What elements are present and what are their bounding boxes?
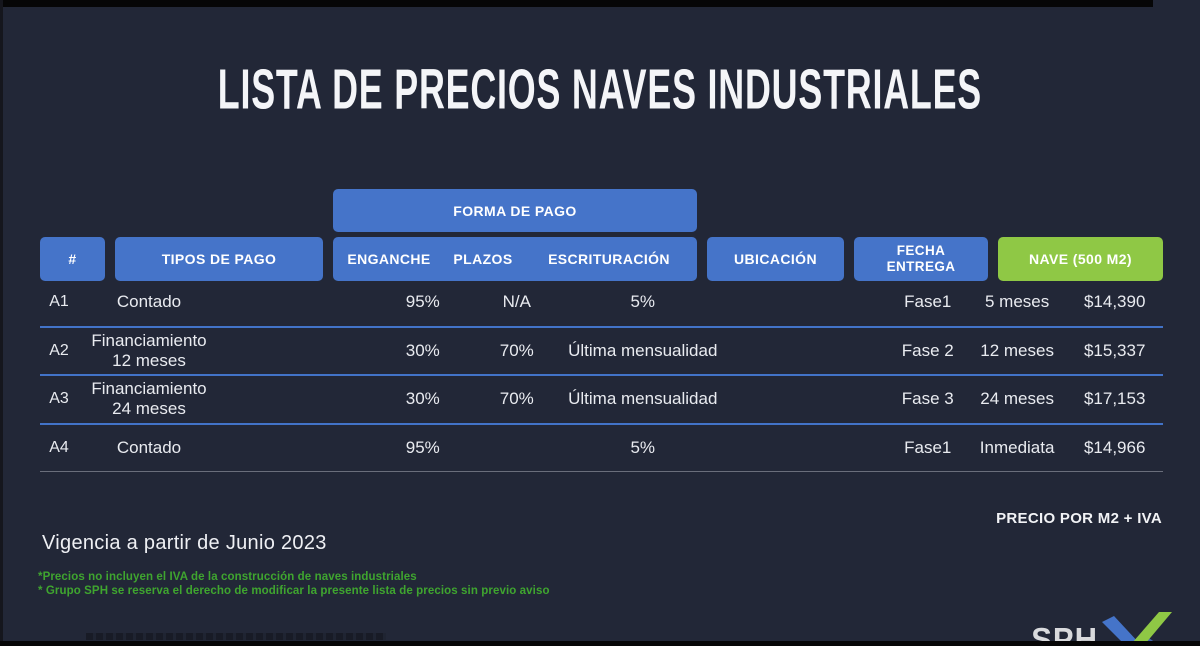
left-edge-strip [0, 0, 3, 646]
cell-precio: $14,390 [1083, 292, 1146, 312]
validity-note: Vigencia a partir de Junio 2023 [42, 532, 327, 554]
cell-enganche: 30% [405, 389, 440, 409]
footnote-disclaimer: * Grupo SPH se reserva el derecho de mod… [38, 585, 550, 597]
column-header-plazos: PLAZOS [453, 251, 513, 267]
cell-enganche: 30% [405, 340, 440, 360]
cell-plazos: 70% [499, 340, 534, 360]
cell-fecha-entrega: 5 meses [984, 292, 1050, 312]
cell-tipo-de-pago: Financiamiento 12 meses [91, 330, 207, 370]
cell-enganche: 95% [405, 437, 440, 457]
column-header-num: # [40, 237, 105, 281]
column-header-nave-500m2: NAVE (500 M2) [998, 237, 1163, 281]
column-header-tipos-de-pago: TIPOS DE PAGO [115, 237, 323, 281]
cell-escrituracion: Última mensualidad [568, 340, 718, 360]
cell-id: A1 [49, 293, 69, 311]
page-title-text: LISTA DE PRECIOS NAVES INDUSTRIALES [217, 57, 983, 121]
cell-precio: $17,153 [1083, 389, 1146, 409]
cell-ubicacion: Fase1 [904, 292, 952, 312]
bottom-chrome-bar [0, 641, 1200, 646]
cell-escrituracion: 5% [630, 437, 656, 457]
top-chrome-bar [0, 0, 1153, 7]
table-row: A4 Contado 95% 5% Fase1 Inmediata $14,96… [40, 425, 1163, 472]
table-row: A1 Contado 95% N/A 5% Fase1 5 meses $14,… [40, 279, 1163, 328]
cell-precio: $15,337 [1083, 340, 1146, 360]
sph-logo: SPH [1031, 610, 1172, 646]
table-row: A2 Financiamiento 12 meses 30% 70% Últim… [40, 328, 1163, 376]
faint-footer-watermark [86, 633, 386, 640]
column-header-fecha-entrega: FECHA ENTREGA [854, 237, 988, 281]
column-header-enganche: ENGANCHE [347, 251, 431, 267]
cell-ubicacion: Fase1 [904, 437, 952, 457]
cell-escrituracion: Última mensualidad [568, 389, 718, 409]
group-header-label: FORMA DE PAGO [453, 202, 577, 219]
group-header-forma-de-pago: FORMA DE PAGO [333, 189, 697, 232]
table-header-row: # TIPOS DE PAGO ENGANCHE PLAZOS ESCRITUR… [40, 237, 1163, 281]
price-per-m2-note: PRECIO POR M2 + IVA [996, 510, 1162, 527]
cell-plazos: N/A [502, 292, 531, 312]
cell-fecha-entrega: 12 meses [980, 340, 1054, 360]
column-header-ubicacion: UBICACIÓN [707, 237, 844, 281]
column-header-forma-de-pago-group: ENGANCHE PLAZOS ESCRITURACIÓN [333, 237, 697, 281]
table-row: A3 Financiamiento 24 meses 30% 70% Últim… [40, 376, 1163, 425]
cell-escrituracion: 5% [630, 292, 656, 312]
cell-fecha-entrega: Inmediata [979, 437, 1055, 457]
cell-id: A3 [49, 390, 69, 408]
cell-precio: $14,966 [1083, 437, 1146, 457]
sph-logo-text: SPH [1031, 621, 1098, 646]
cell-id: A4 [49, 438, 69, 456]
cell-enganche: 95% [405, 292, 440, 312]
cell-id: A2 [49, 341, 69, 359]
cell-fecha-entrega: 24 meses [980, 389, 1054, 409]
table-body: A1 Contado 95% N/A 5% Fase1 5 meses $14,… [40, 279, 1163, 472]
footnote-iva: *Precios no incluyen el IVA de la constr… [38, 571, 417, 583]
cell-plazos: 70% [499, 389, 534, 409]
cell-tipo-de-pago: Contado [116, 292, 182, 312]
cell-ubicacion: Fase 2 [901, 340, 954, 360]
cell-tipo-de-pago: Contado [116, 437, 182, 457]
page-title: LISTA DE PRECIOS NAVES INDUSTRIALES [0, 57, 1200, 120]
cell-tipo-de-pago: Financiamiento 24 meses [91, 379, 207, 419]
column-header-escrituracion: ESCRITURACIÓN [548, 251, 670, 267]
cell-ubicacion: Fase 3 [901, 389, 954, 409]
